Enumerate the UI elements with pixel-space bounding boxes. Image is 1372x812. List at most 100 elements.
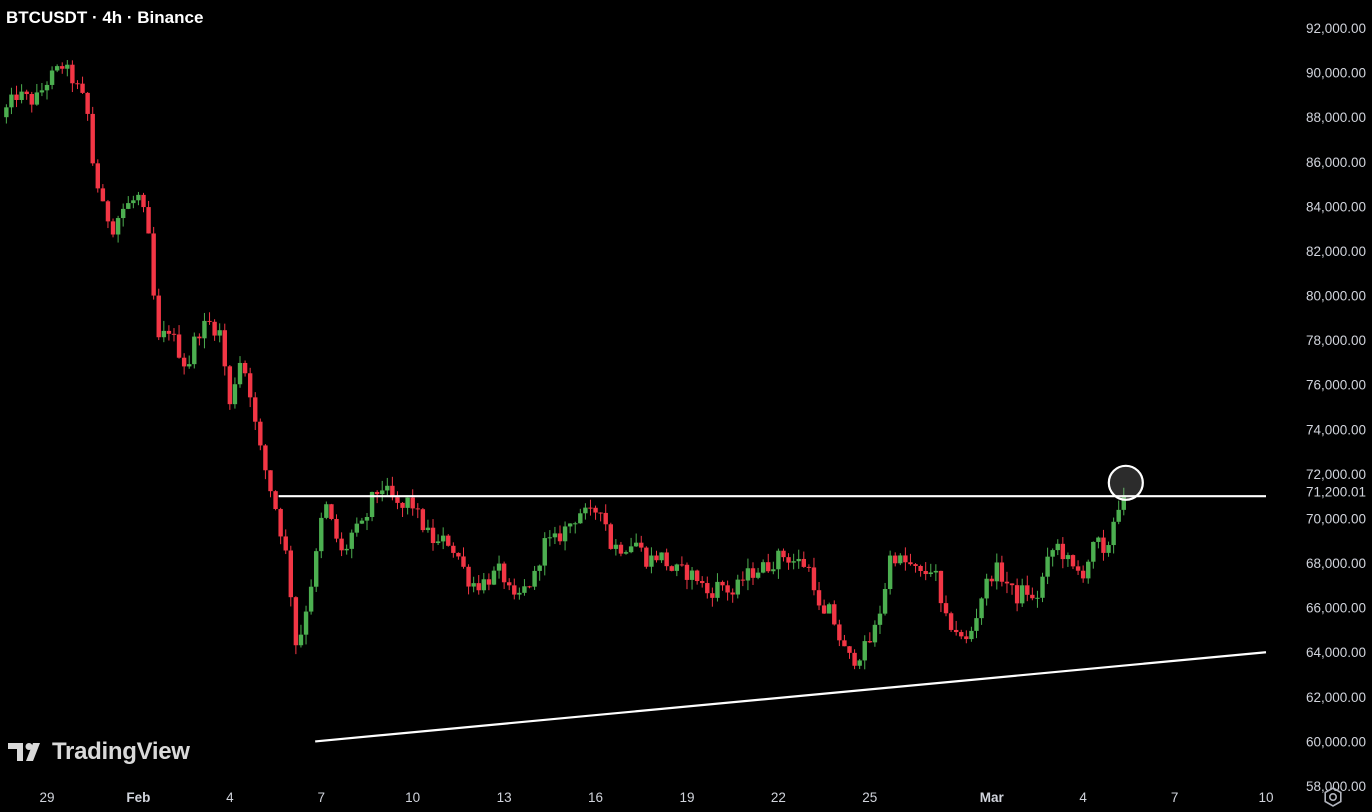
candle [943, 595, 949, 617]
trendline-ascending-support[interactable] [315, 651, 1267, 743]
candle [826, 602, 832, 614]
candle [1111, 517, 1116, 554]
candle [456, 552, 461, 560]
candle [1035, 590, 1040, 608]
candle [385, 477, 390, 496]
candle [334, 514, 339, 543]
candle [70, 60, 75, 93]
candle [100, 184, 106, 202]
time-tick-label: 4 [226, 790, 234, 805]
candle [95, 159, 100, 193]
candle [771, 561, 776, 575]
price-axis[interactable]: 92,000.00 90,000.00 88,000.00 86,000.00 84,0… [1306, 21, 1366, 794]
candle [176, 325, 182, 359]
candle [532, 565, 537, 590]
candle [247, 367, 253, 408]
candle [837, 619, 842, 647]
candle [959, 629, 964, 640]
price-tick-label: 72,000.00 [1306, 467, 1366, 482]
candle [4, 104, 9, 124]
candle [329, 503, 334, 521]
time-tick-label: 4 [1079, 790, 1087, 805]
candle [562, 521, 568, 551]
candle [227, 365, 233, 410]
candle [288, 545, 293, 607]
candle [156, 288, 161, 341]
tradingview-logo: TradingView [8, 738, 190, 766]
candle [918, 564, 923, 577]
candle [192, 332, 197, 369]
candle [161, 320, 167, 343]
price-tick-label: 78,000.00 [1306, 333, 1366, 348]
candle [430, 519, 436, 551]
candle [603, 504, 608, 531]
time-axis[interactable]: 29 Feb 4 7 10 13 16 19 22 25 Mar 4 7 10 [39, 790, 1273, 805]
candle [496, 555, 502, 579]
candle [1055, 539, 1060, 556]
candle [44, 81, 50, 100]
candle [984, 573, 989, 606]
gear-icon[interactable] [1322, 786, 1344, 808]
candle [512, 578, 517, 600]
candle [887, 550, 893, 595]
candle [1121, 487, 1126, 516]
candle [405, 497, 410, 515]
candle [664, 548, 669, 571]
candle [847, 646, 852, 659]
price-tick-label: 62,000.00 [1306, 690, 1366, 705]
candle [659, 552, 664, 563]
candle [964, 630, 969, 644]
candle [54, 64, 60, 73]
candle [1096, 536, 1101, 549]
candle [903, 547, 908, 571]
candle [705, 576, 710, 599]
candle [999, 555, 1005, 587]
candle [628, 537, 634, 554]
price-tick-label: 90,000.00 [1306, 66, 1366, 81]
candle [913, 563, 918, 573]
candle [232, 377, 238, 409]
candle [364, 513, 370, 531]
candle [60, 62, 65, 74]
candle [283, 529, 288, 555]
time-tick-label: 25 [862, 790, 877, 805]
price-tick-label: 64,000.00 [1306, 645, 1366, 660]
time-tick-label: Feb [126, 790, 150, 805]
candle [811, 557, 817, 596]
candle [644, 546, 649, 569]
candle [872, 620, 878, 647]
candle [567, 523, 573, 534]
candle [471, 576, 476, 593]
candle [898, 553, 903, 566]
candle [588, 499, 593, 516]
candle [750, 562, 756, 585]
time-tick-label: 7 [1171, 790, 1179, 805]
price-tick-label: 92,000.00 [1306, 21, 1366, 36]
candle [547, 530, 553, 547]
candle [9, 87, 14, 115]
price-tick-label: 80,000.00 [1306, 289, 1366, 304]
candle [39, 82, 45, 97]
candle [740, 571, 746, 587]
candle [319, 512, 324, 559]
candle [578, 508, 583, 524]
highlight-circle[interactable] [1107, 464, 1144, 501]
candle [1075, 560, 1081, 575]
candle [415, 503, 420, 519]
candle [126, 196, 131, 210]
candle [110, 218, 116, 238]
time-tick-label: 10 [1258, 790, 1273, 805]
candle [832, 600, 837, 626]
price-tick-label: 58,000.00 [1306, 779, 1366, 794]
candle [131, 195, 136, 209]
candle [623, 550, 629, 555]
candle [842, 634, 847, 647]
candle [517, 587, 522, 600]
candle [446, 534, 451, 547]
candle [268, 470, 273, 498]
candle [654, 550, 659, 563]
candle [263, 444, 268, 480]
candle [85, 91, 90, 121]
candle [75, 80, 80, 90]
